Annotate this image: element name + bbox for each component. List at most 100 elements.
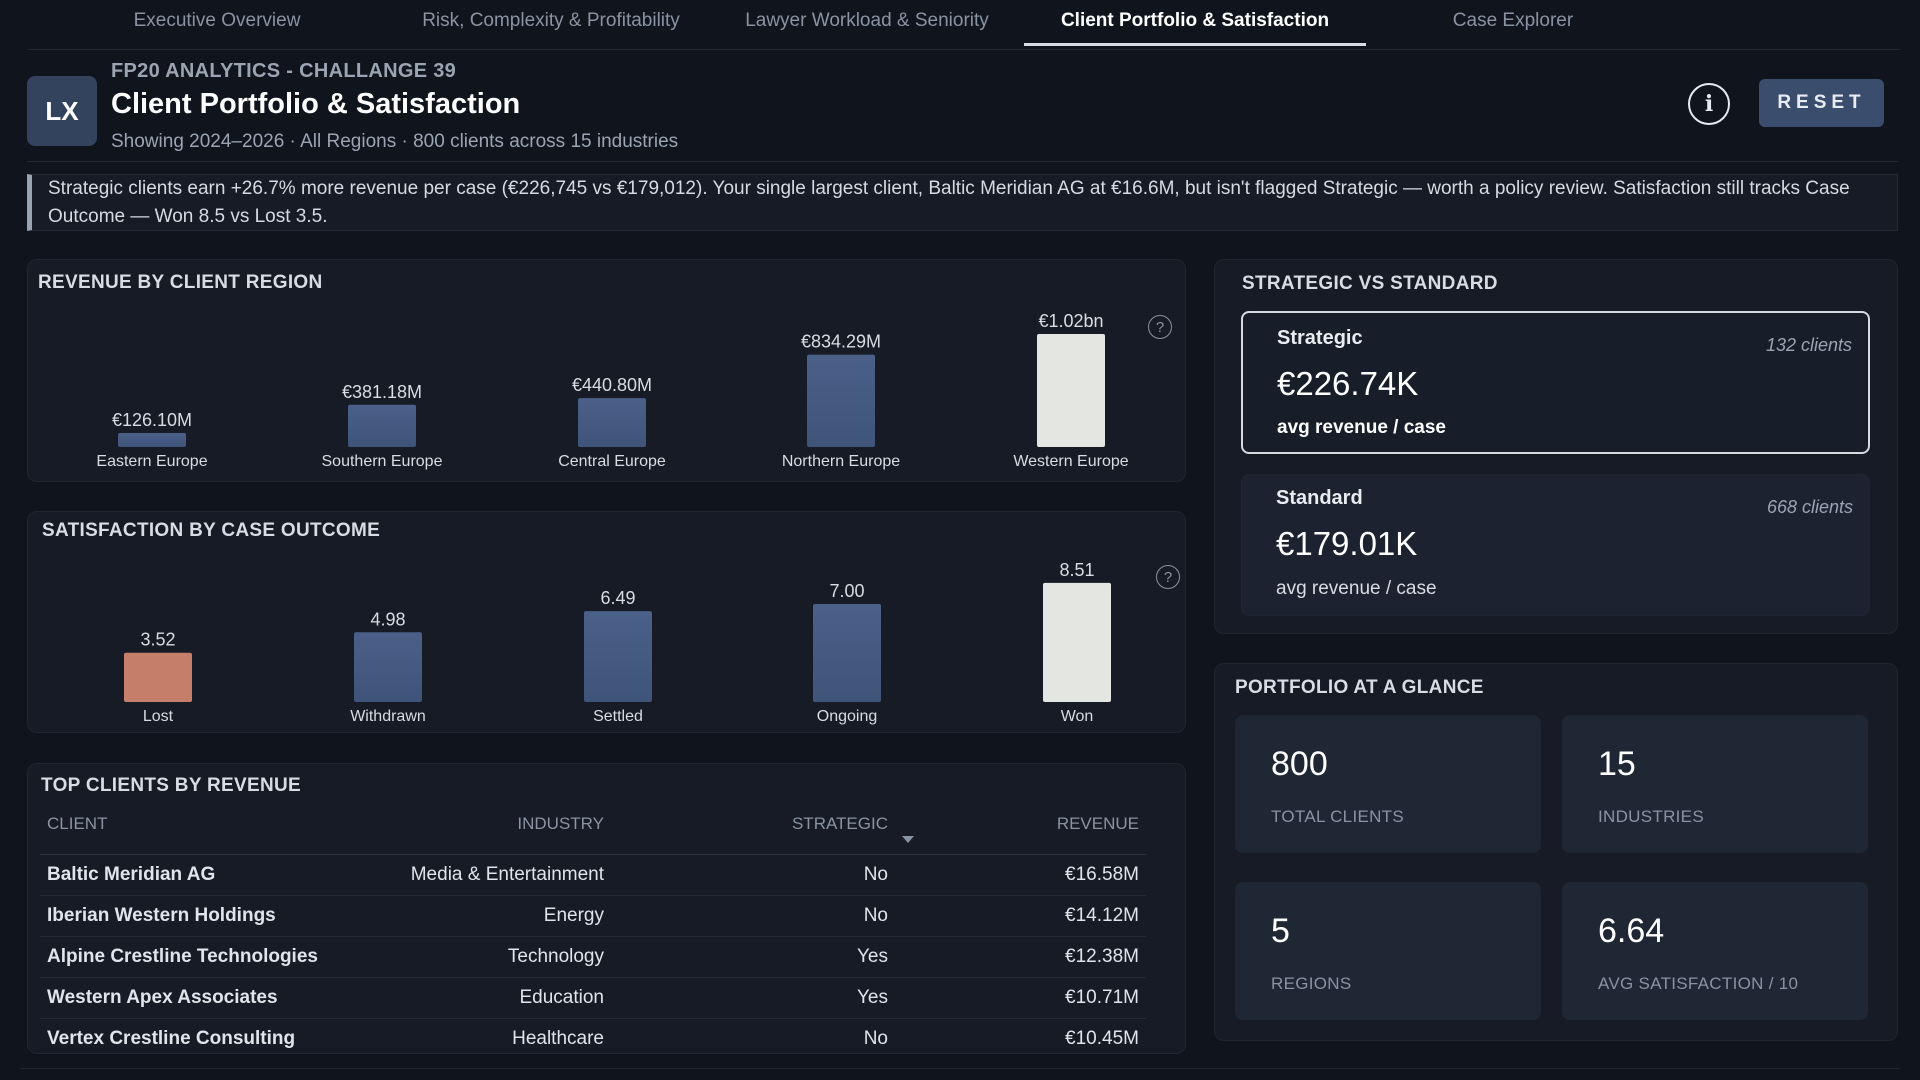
table-row[interactable]: Vertex Crestline Consulting Healthcare N…: [40, 1018, 1146, 1059]
page-subtitle: Showing 2024–2026 · All Regions · 800 cl…: [111, 131, 679, 152]
reset-button[interactable]: RESET: [1759, 79, 1884, 127]
category-label-southern-europe: Southern Europe: [322, 453, 443, 470]
column-header-revenue[interactable]: REVENUE: [914, 812, 1146, 855]
kpi-value: 15: [1598, 745, 1636, 783]
tab-bar: Executive Overview Risk, Complexity & Pr…: [28, 0, 1900, 50]
category-label-ongoing: Ongoing: [817, 708, 878, 725]
segment-metric-label: avg revenue / case: [1276, 578, 1437, 599]
data-label-northern-europe: €834.29M: [801, 332, 881, 352]
data-label-southern-europe: €381.18M: [342, 382, 422, 402]
cell-revenue: €14.12M: [914, 895, 1146, 937]
insight-banner: Strategic clients earn +26.7% more reven…: [27, 174, 1898, 231]
bar-ongoing[interactable]: [813, 604, 881, 702]
kpi-value: 800: [1271, 745, 1328, 783]
header-kicker: FP20 ANALYTICS - CHALLANGE 39: [111, 60, 457, 82]
kpi-label: INDUSTRIES: [1598, 807, 1704, 826]
table-row[interactable]: Alpine Crestline Technologies Technology…: [40, 936, 1146, 978]
bottom-divider: [20, 1068, 1900, 1069]
cell-strategic: Yes: [604, 977, 914, 1019]
column-header-strategic[interactable]: STRATEGIC: [604, 812, 914, 855]
cell-client: Western Apex Associates: [40, 977, 370, 1019]
table-row[interactable]: Western Apex Associates Education Yes €1…: [40, 977, 1146, 1019]
category-label-settled: Settled: [593, 708, 643, 725]
bar-won[interactable]: [1043, 582, 1111, 702]
satisfaction-by-outcome-chart: 3.52 Lost 4.98 Withdrawn 6.49 Settled 7.00 Ongo…: [124, 560, 1111, 725]
segment-name: Standard: [1276, 487, 1363, 509]
standard-segment-card[interactable]: Standard 668 clients €179.01K avg revenu…: [1241, 474, 1870, 616]
kpi-industries: 15 INDUSTRIES: [1562, 715, 1868, 853]
category-label-won: Won: [1061, 708, 1094, 725]
segment-name: Strategic: [1277, 327, 1363, 349]
table-row[interactable]: Baltic Meridian AG Media & Entertainment…: [40, 854, 1146, 896]
segment-client-count: 132 clients: [1765, 335, 1852, 355]
data-label-lost: 3.52: [140, 630, 175, 650]
column-header-client[interactable]: CLIENT: [40, 812, 370, 855]
bar-lost[interactable]: [124, 652, 192, 702]
column-header-industry[interactable]: INDUSTRY: [370, 812, 604, 855]
revenue-by-region-panel: REVENUE BY CLIENT REGION ? €126.10M Easte…: [27, 259, 1186, 482]
header-divider: [27, 161, 1898, 162]
kpi-avg-satisfaction: 6.64 AVG SATISFACTION / 10: [1562, 882, 1868, 1020]
bar-central-europe[interactable]: [578, 398, 646, 447]
kpi-label: REGIONS: [1271, 974, 1352, 993]
panel-title: PORTFOLIO AT A GLANCE: [1235, 677, 1484, 698]
panel-title: SATISFACTION BY CASE OUTCOME: [42, 520, 381, 541]
data-label-settled: 6.49: [600, 588, 635, 608]
data-label-central-europe: €440.80M: [572, 375, 652, 395]
cell-industry: Education: [370, 977, 604, 1019]
data-label-won: 8.51: [1059, 560, 1094, 580]
satisfaction-by-outcome-panel: SATISFACTION BY CASE OUTCOME ? 3.52 Lost 4…: [27, 511, 1186, 733]
insight-text: Strategic clients earn +26.7% more reven…: [48, 177, 1850, 227]
category-label-eastern-europe: Eastern Europe: [96, 453, 207, 470]
cell-industry: Energy: [370, 895, 604, 937]
cell-revenue: €10.45M: [1065, 1027, 1139, 1049]
tab-client-portfolio-satisfaction[interactable]: Client Portfolio & Satisfaction: [1024, 10, 1366, 46]
strategic-segment-card[interactable]: Strategic 132 clients €226.74K avg reven…: [1241, 311, 1870, 454]
kpi-regions: 5 REGIONS: [1235, 882, 1541, 1020]
cell-revenue: €12.38M: [914, 936, 1146, 978]
kpi-label: AVG SATISFACTION / 10: [1598, 974, 1799, 993]
page-title: Client Portfolio & Satisfaction: [111, 88, 521, 120]
table-row[interactable]: Iberian Western Holdings Energy No €14.1…: [40, 895, 1146, 937]
cell-strategic: No: [604, 895, 914, 937]
cell-strategic: No: [604, 854, 914, 896]
cell-client: Alpine Crestline Technologies: [40, 936, 370, 978]
data-label-eastern-europe: €126.10M: [112, 410, 192, 430]
category-label-central-europe: Central Europe: [558, 453, 666, 470]
tab-lawyer-workload-seniority[interactable]: Lawyer Workload & Seniority: [745, 10, 989, 31]
cell-industry: Technology: [370, 936, 604, 978]
column-header-strategic-label: STRATEGIC: [791, 814, 888, 833]
bar-settled[interactable]: [584, 611, 652, 702]
panel-title: REVENUE BY CLIENT REGION: [38, 272, 323, 293]
cell-strategic: Yes: [604, 936, 914, 978]
data-label-ongoing: 7.00: [829, 581, 864, 601]
cell-revenue: €10.71M: [914, 977, 1146, 1019]
info-icon[interactable]: i: [1688, 83, 1730, 125]
data-label-withdrawn: 4.98: [370, 609, 405, 629]
tab-risk-complexity-profitability[interactable]: Risk, Complexity & Profitability: [422, 10, 680, 31]
cell-client: Baltic Meridian AG: [40, 854, 370, 896]
segment-metric-label: avg revenue / case: [1277, 417, 1446, 438]
bar-northern-europe[interactable]: [807, 354, 875, 447]
revenue-by-region-chart: €126.10M Eastern Europe €381.18M Southern E…: [96, 311, 1128, 470]
bar-southern-europe[interactable]: [348, 404, 416, 447]
help-icon[interactable]: ?: [1156, 565, 1180, 589]
sort-caret-down-icon[interactable]: [902, 836, 914, 843]
cell-client: Iberian Western Holdings: [40, 895, 370, 937]
bar-eastern-europe[interactable]: [118, 433, 186, 447]
kpi-total-clients: 800 TOTAL CLIENTS: [1235, 715, 1541, 853]
app-logo: LX: [27, 76, 97, 146]
category-label-western-europe: Western Europe: [1013, 453, 1128, 470]
tab-case-explorer[interactable]: Case Explorer: [1452, 10, 1574, 31]
kpi-value: 6.64: [1598, 912, 1665, 950]
category-label-withdrawn: Withdrawn: [350, 708, 426, 725]
data-label-western-europe: €1.02bn: [1038, 311, 1103, 331]
cell-industry: Healthcare: [512, 1027, 604, 1049]
cell-industry: Media & Entertainment: [370, 854, 604, 896]
bar-withdrawn[interactable]: [354, 632, 422, 702]
tab-executive-overview[interactable]: Executive Overview: [133, 10, 301, 31]
kpi-value: 5: [1271, 912, 1290, 950]
cell-revenue: €16.58M: [914, 854, 1146, 896]
bar-western-europe[interactable]: [1037, 334, 1105, 447]
help-icon[interactable]: ?: [1148, 315, 1172, 339]
